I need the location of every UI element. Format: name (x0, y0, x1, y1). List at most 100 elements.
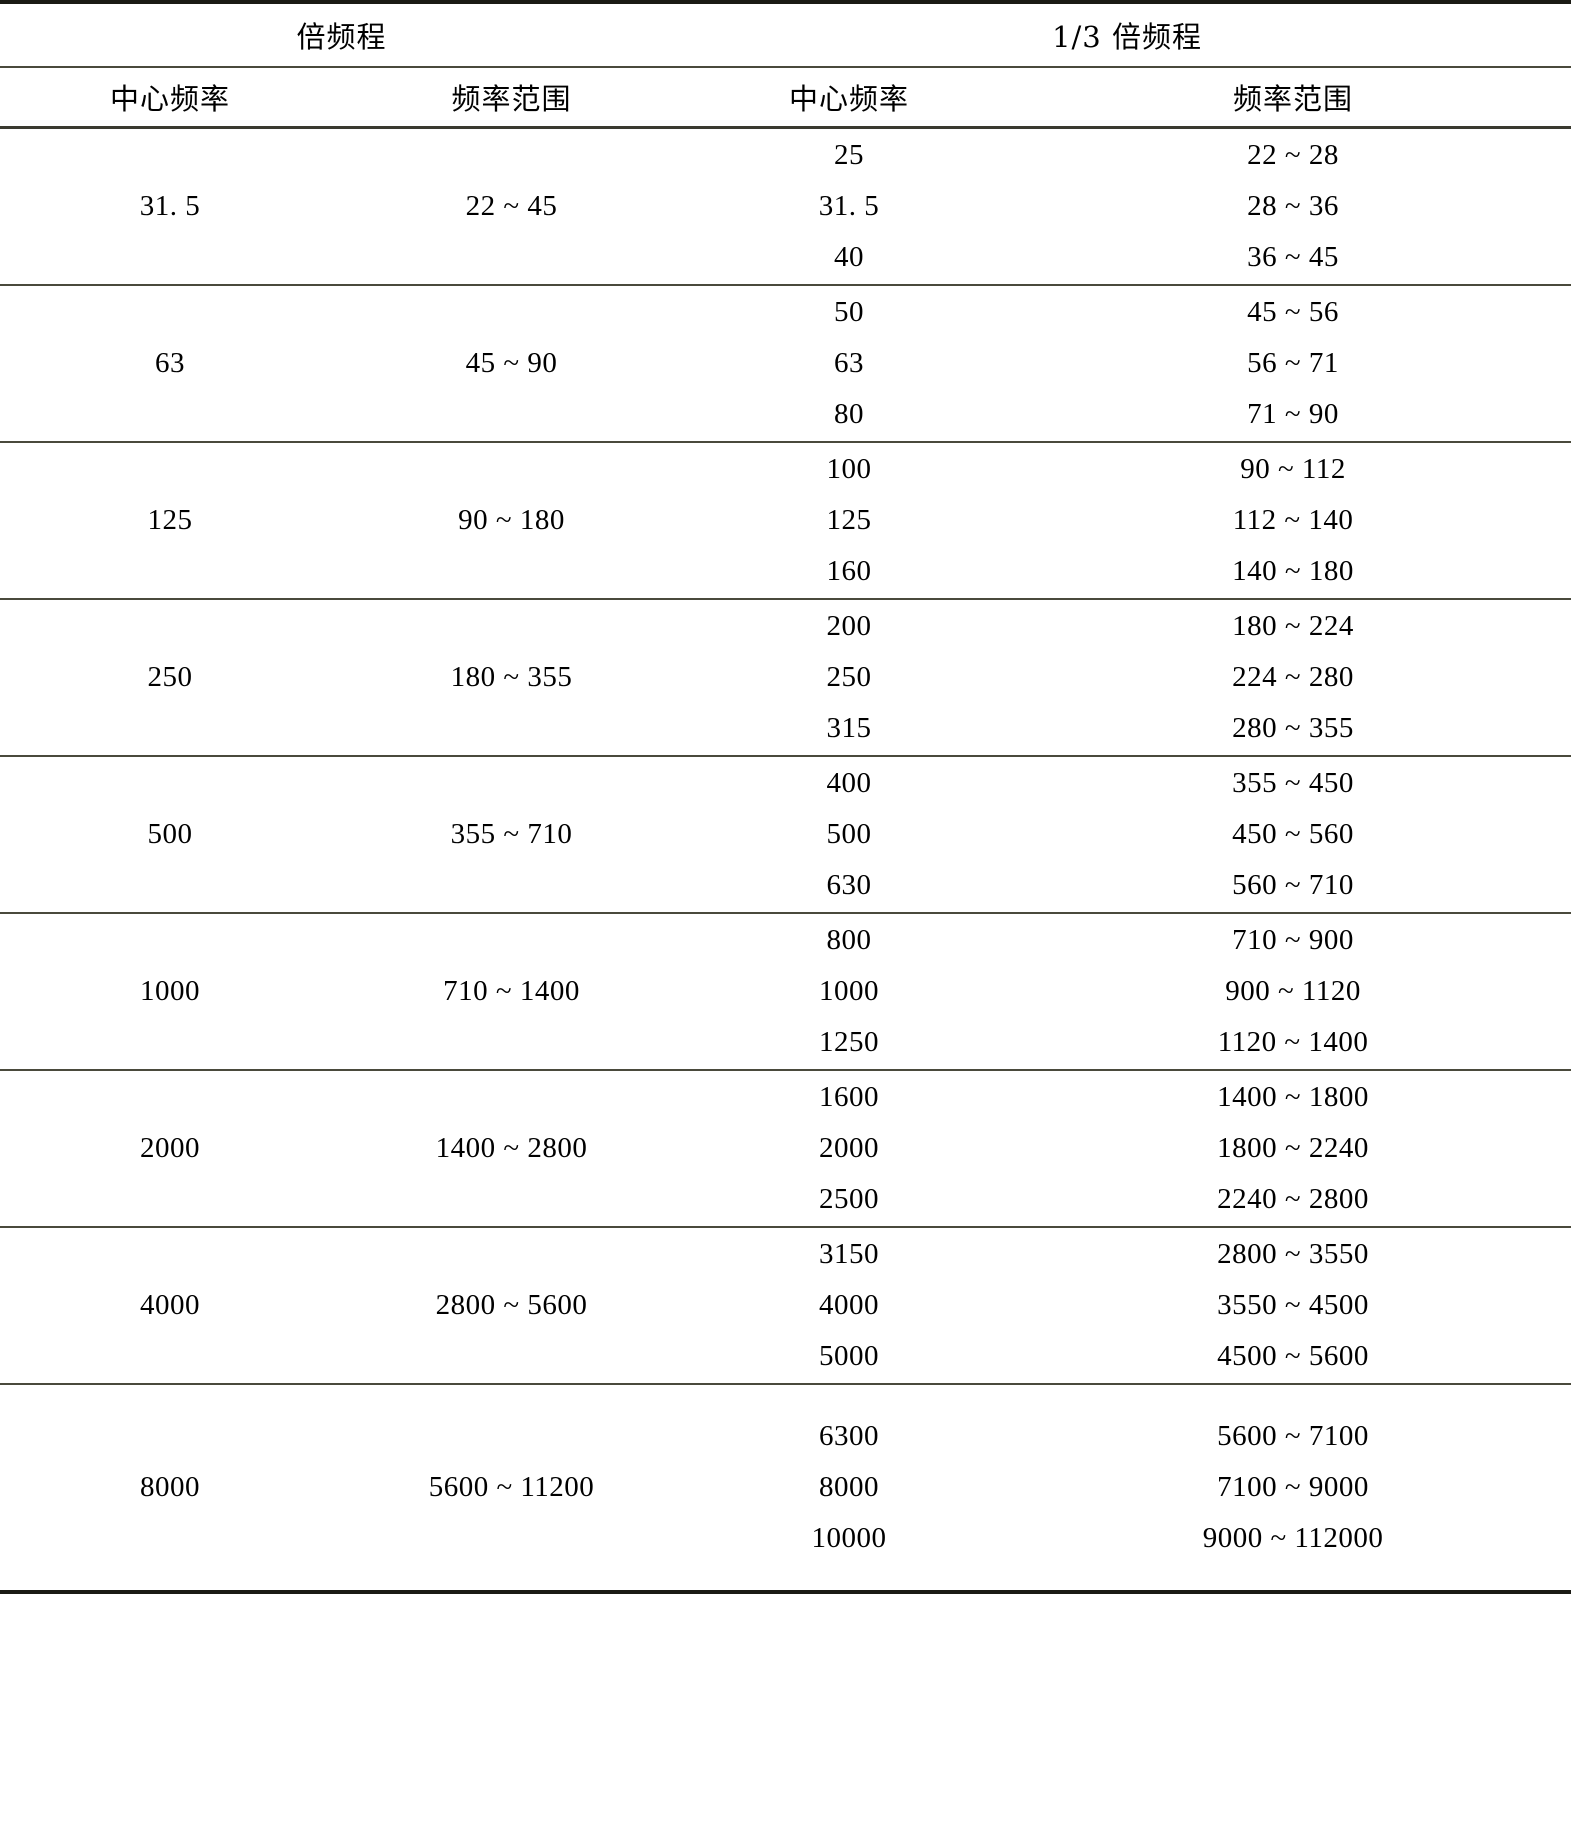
cell-third-centers: 50 63 80 (683, 285, 1016, 443)
third-center-value: 50 (834, 296, 865, 328)
third-center-value: 8000 (819, 1471, 880, 1503)
third-range-value: 1120 ~ 1400 (1217, 1026, 1369, 1058)
third-range: 710 ~ 900 900 ~ 1120 1120 ~ 1400 (1015, 914, 1571, 1069)
cell-octave-center: 8000 (0, 1384, 340, 1592)
cell-third-centers: 100 125 160 (683, 442, 1016, 600)
group-header-row: 倍频程 1/3 倍频程 (0, 2, 1571, 68)
third-center-value: 4000 (819, 1289, 880, 1321)
third-range: 180 ~ 224 224 ~ 280 280 ~ 355 (1015, 600, 1571, 755)
frequency-band-table: 倍频程 1/3 倍频程 中心频率 频率范围 中心频率 频率范围 31. 5 22 … (0, 0, 1571, 1594)
table-row: 125 90 ~ 180 100 125 160 90 ~ 112 112 ~ 140 140… (0, 442, 1571, 600)
third-center-value: 40 (834, 241, 865, 273)
octave-range-value: 90 ~ 180 (458, 504, 565, 536)
third-center-value: 160 (826, 555, 872, 587)
third-range: 22 ~ 28 28 ~ 36 36 ~ 45 (1015, 129, 1571, 284)
third-range-value: 71 ~ 90 (1247, 398, 1339, 430)
third-center: 200 250 315 (683, 600, 1015, 755)
third-range-value: 4500 ~ 5600 (1217, 1340, 1369, 1372)
cell-third-ranges: 1400 ~ 1800 1800 ~ 2240 2240 ~ 2800 (1015, 1070, 1571, 1228)
third-center-value: 250 (826, 661, 872, 693)
third-range-value: 560 ~ 710 (1232, 869, 1354, 901)
cell-third-centers: 1600 2000 2500 (683, 1070, 1016, 1228)
cell-octave-range: 180 ~ 355 (340, 599, 684, 757)
third-center-value: 2000 (819, 1132, 880, 1164)
third-range-value: 2240 ~ 2800 (1217, 1183, 1369, 1215)
third-center-value: 1250 (819, 1026, 880, 1058)
third-center: 6300 8000 10000 (683, 1385, 1015, 1590)
third-center: 25 31. 5 40 (683, 129, 1015, 284)
octave-range-value: 1400 ~ 2800 (435, 1132, 588, 1164)
cell-third-ranges: 2800 ~ 3550 3550 ~ 4500 4500 ~ 5600 (1015, 1227, 1571, 1385)
third-range: 90 ~ 112 112 ~ 140 140 ~ 180 (1015, 443, 1571, 598)
third-range-value: 1800 ~ 2240 (1217, 1132, 1369, 1164)
third-range-value: 9000 ~ 112000 (1202, 1522, 1384, 1554)
cell-octave-range: 1400 ~ 2800 (340, 1070, 684, 1228)
cell-octave-range: 355 ~ 710 (340, 756, 684, 914)
table-row: 2000 1400 ~ 2800 1600 2000 2500 1400 ~ 1800 18… (0, 1070, 1571, 1228)
third-range-value: 28 ~ 36 (1247, 190, 1339, 222)
table-row: 31. 5 22 ~ 45 25 31. 5 40 22 ~ 28 28 ~ 36 36 ~ … (0, 127, 1571, 286)
cell-third-centers: 800 1000 1250 (683, 913, 1016, 1071)
third-center: 50 63 80 (683, 286, 1015, 441)
table-row: 63 45 ~ 90 50 63 80 45 ~ 56 56 ~ 71 71 ~ 90 (0, 285, 1571, 443)
cell-third-centers: 3150 4000 5000 (683, 1227, 1016, 1385)
column-header-third-center-frequency: 中心频率 (683, 67, 1016, 129)
third-range: 45 ~ 56 56 ~ 71 71 ~ 90 (1015, 286, 1571, 441)
third-center: 400 500 630 (683, 757, 1015, 912)
third-range-value: 224 ~ 280 (1232, 661, 1354, 693)
cell-octave-range: 45 ~ 90 (340, 285, 684, 443)
cell-octave-center: 4000 (0, 1227, 340, 1385)
third-center-value: 1600 (819, 1081, 880, 1113)
third-range: 1400 ~ 1800 1800 ~ 2240 2240 ~ 2800 (1015, 1071, 1571, 1226)
third-center-value: 80 (834, 398, 865, 430)
third-center-value: 500 (826, 818, 872, 850)
third-range-value: 7100 ~ 9000 (1217, 1471, 1369, 1503)
third-range-value: 900 ~ 1120 (1225, 975, 1361, 1007)
cell-third-ranges: 45 ~ 56 56 ~ 71 71 ~ 90 (1015, 285, 1571, 443)
group-header-third-octave: 1/3 倍频程 (683, 2, 1571, 68)
column-header-third-frequency-range: 频率范围 (1015, 67, 1571, 129)
third-center-value: 25 (834, 139, 865, 171)
third-range-value: 3550 ~ 4500 (1217, 1289, 1369, 1321)
cell-octave-range: 5600 ~ 11200 (340, 1384, 683, 1592)
group-header-octave: 倍频程 (0, 2, 684, 68)
cell-octave-range: 2800 ~ 5600 (340, 1227, 684, 1385)
octave-range-value: 22 ~ 45 (465, 190, 558, 222)
cell-octave-range: 22 ~ 45 (340, 127, 684, 286)
octave-range-value: 180 ~ 355 (450, 661, 573, 693)
cell-octave-center: 125 (0, 442, 340, 600)
cell-third-ranges: 5600 ~ 7100 7100 ~ 9000 9000 ~ 112000 (1015, 1384, 1571, 1592)
cell-third-ranges: 180 ~ 224 224 ~ 280 280 ~ 355 (1015, 599, 1571, 757)
third-range: 2800 ~ 3550 3550 ~ 4500 4500 ~ 5600 (1015, 1228, 1571, 1383)
cell-octave-center: 500 (0, 756, 340, 914)
octave-center-value: 63 (155, 347, 185, 379)
table-row: 4000 2800 ~ 5600 3150 4000 5000 2800 ~ 3550 35… (0, 1227, 1571, 1385)
third-center-value: 400 (826, 767, 872, 799)
table-row: 1000 710 ~ 1400 800 1000 1250 710 ~ 900 900 ~ … (0, 913, 1571, 1071)
cell-third-ranges: 90 ~ 112 112 ~ 140 140 ~ 180 (1015, 442, 1571, 600)
cell-octave-center: 63 (0, 285, 340, 443)
third-range-value: 355 ~ 450 (1232, 767, 1354, 799)
third-range-value: 90 ~ 112 (1240, 453, 1346, 485)
cell-third-centers: 25 31. 5 40 (683, 127, 1016, 286)
cell-third-centers: 200 250 315 (683, 599, 1016, 757)
third-range-value: 22 ~ 28 (1247, 139, 1339, 171)
third-center-value: 630 (826, 869, 872, 901)
cell-octave-range: 710 ~ 1400 (340, 913, 684, 1071)
third-range-value: 5600 ~ 7100 (1217, 1420, 1369, 1452)
third-center-value: 315 (826, 712, 872, 744)
table-row: 500 355 ~ 710 400 500 630 355 ~ 450 450 ~ 560 5… (0, 756, 1571, 914)
cell-octave-center: 250 (0, 599, 340, 757)
octave-range-value: 355 ~ 710 (450, 818, 573, 850)
column-header-row: 中心频率 频率范围 中心频率 频率范围 (0, 67, 1571, 129)
cell-third-centers: 6300 8000 10000 (683, 1384, 1015, 1592)
cell-octave-center: 31. 5 (0, 127, 340, 286)
third-range-value: 710 ~ 900 (1232, 924, 1354, 956)
third-center-value: 5000 (819, 1340, 880, 1372)
cell-third-ranges: 22 ~ 28 28 ~ 36 36 ~ 45 (1015, 127, 1571, 286)
third-center-value: 100 (826, 453, 872, 485)
third-center-value: 31. 5 (818, 190, 880, 222)
third-center-value: 125 (826, 504, 872, 536)
cell-octave-range: 90 ~ 180 (340, 442, 684, 600)
third-center-value: 200 (826, 610, 872, 642)
